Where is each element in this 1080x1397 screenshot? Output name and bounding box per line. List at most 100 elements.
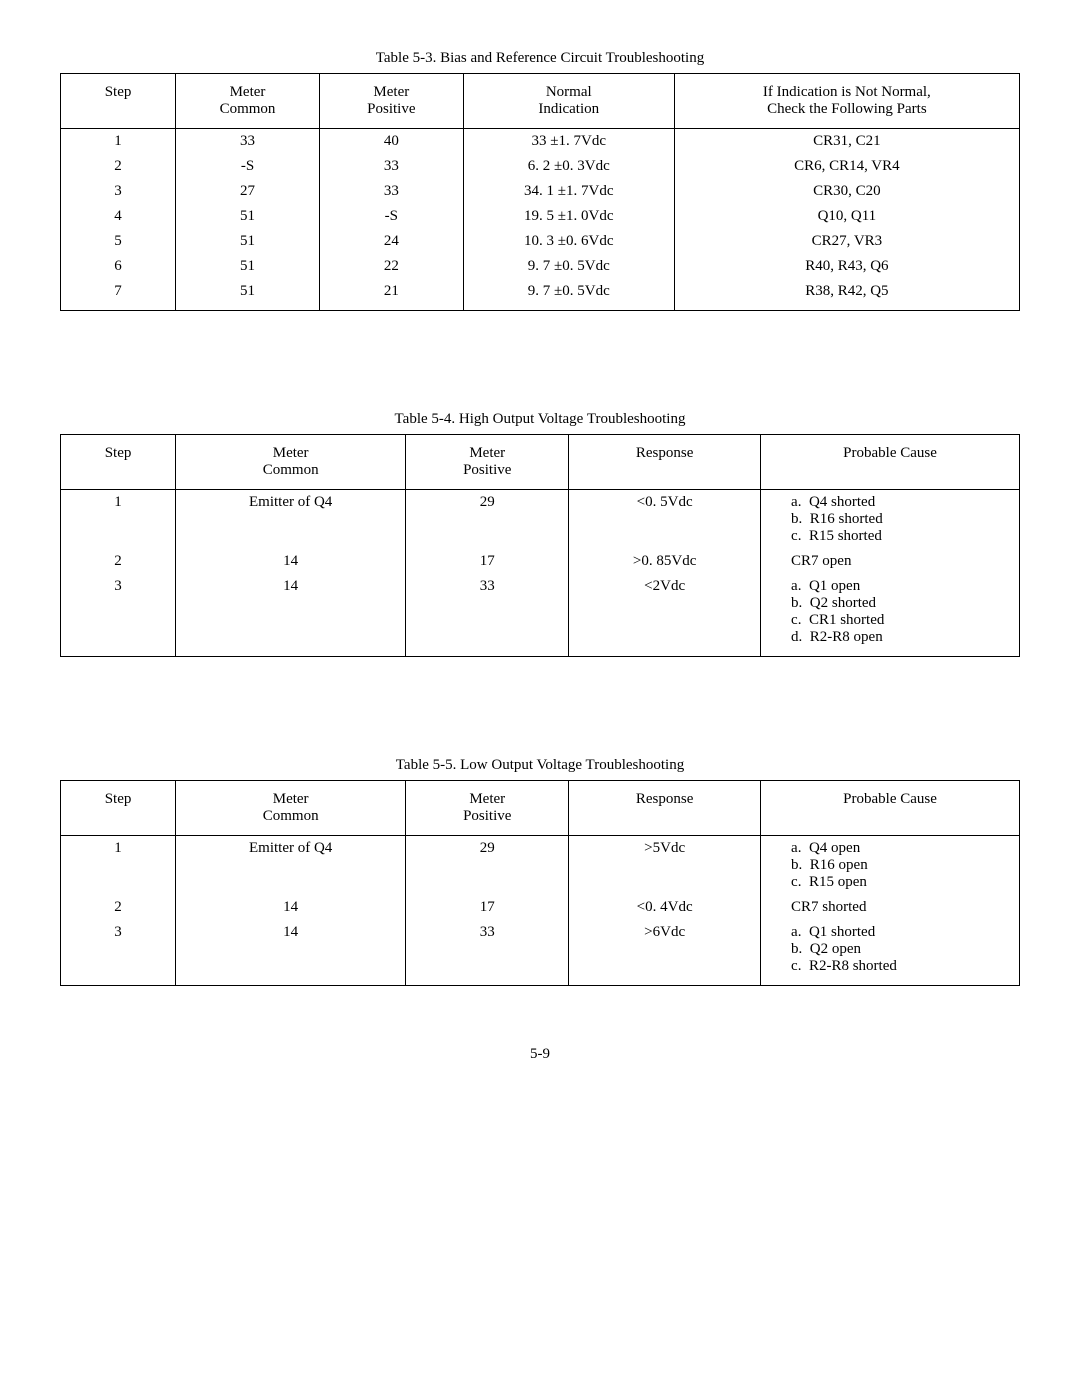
table-cell: 3 [61,179,176,204]
table-cell: 33 [406,574,569,657]
col-step: Step [61,781,176,836]
cause-line: b. R16 open [791,857,1009,874]
table-row: 21417>0. 85VdcCR7 open [61,549,1020,574]
table-cell: 19. 5 ±1. 0Vdc [463,204,674,229]
table-cell: >0. 85Vdc [569,549,761,574]
table-cell: 7 [61,279,176,311]
cause-line: b. Q2 shorted [791,595,1009,612]
table-cell: 4 [61,204,176,229]
table-cell: 51 [176,254,320,279]
col-meter-common: MeterCommon [176,74,320,129]
cause-line: CR7 shorted [791,899,1009,916]
cause-line: c. CR1 shorted [791,612,1009,629]
table-cell: 5 [61,229,176,254]
col-meter-positive: MeterPositive [406,781,569,836]
table-cell: CR6, CR14, VR4 [674,154,1019,179]
table-cell: 1 [61,836,176,896]
table-cell: 33 [319,179,463,204]
page-number: 5-9 [60,1046,1020,1063]
table-cell: 14 [176,895,406,920]
probable-cause-cell: a. Q4 shortedb. R16 shortedc. R15 shorte… [761,490,1020,550]
probable-cause-cell: CR7 shorted [761,895,1020,920]
table-5-3: Step MeterCommon MeterPositive NormalInd… [60,73,1020,311]
table-cell: 14 [176,574,406,657]
cause-line: c. R15 shorted [791,528,1009,545]
col-meter-common: MeterCommon [176,435,406,490]
col-step: Step [61,74,176,129]
table-cell: 10. 3 ±0. 6Vdc [463,229,674,254]
cause-line: c. R15 open [791,874,1009,891]
probable-cause-cell: a. Q1 shortedb. Q2 openc. R2-R8 shorted [761,920,1020,986]
table-cell: 1 [61,490,176,550]
cause-line: c. R2-R8 shorted [791,958,1009,975]
table-cell: Emitter of Q4 [176,836,406,896]
table-cell: CR27, VR3 [674,229,1019,254]
table-5-5-caption: Table 5-5. Low Output Voltage Troublesho… [60,757,1020,774]
table-row: 751219. 7 ±0. 5VdcR38, R42, Q5 [61,279,1020,311]
table-cell: 9. 7 ±0. 5Vdc [463,254,674,279]
table-cell: 33 ±1. 7Vdc [463,129,674,155]
table-cell: 40 [319,129,463,155]
col-check-parts: If Indication is Not Normal,Check the Fo… [674,74,1019,129]
table-row: 3273334. 1 ±1. 7VdcCR30, C20 [61,179,1020,204]
cause-line: d. R2-R8 open [791,629,1009,646]
table-row: 651229. 7 ±0. 5VdcR40, R43, Q6 [61,254,1020,279]
col-normal-indication: NormalIndication [463,74,674,129]
cause-line: a. Q4 open [791,840,1009,857]
probable-cause-cell: CR7 open [761,549,1020,574]
table-row: 1Emitter of Q429<0. 5Vdca. Q4 shortedb. … [61,490,1020,550]
table-cell: 14 [176,920,406,986]
table-cell: 3 [61,920,176,986]
table-row: 451-S19. 5 ±1. 0VdcQ10, Q11 [61,204,1020,229]
table-cell: Q10, Q11 [674,204,1019,229]
table-5-4: Step MeterCommon MeterPositive Response … [60,434,1020,657]
table-cell: 27 [176,179,320,204]
col-meter-positive: MeterPositive [319,74,463,129]
table-5-4-header-row: Step MeterCommon MeterPositive Response … [61,435,1020,490]
table-cell: 24 [319,229,463,254]
table-cell: -S [319,204,463,229]
table-row: 21417<0. 4Vdc CR7 shorted [61,895,1020,920]
table-cell: 2 [61,549,176,574]
table-cell: 17 [406,895,569,920]
col-probable-cause: Probable Cause [761,781,1020,836]
cause-line: a. Q4 shorted [791,494,1009,511]
table-cell: 2 [61,895,176,920]
cause-line: a. Q1 open [791,578,1009,595]
table-5-3-caption: Table 5-3. Bias and Reference Circuit Tr… [60,50,1020,67]
cause-line: b. R16 shorted [791,511,1009,528]
table-cell: 29 [406,490,569,550]
table-row: 31433>6Vdca. Q1 shortedb. Q2 openc. R2-R… [61,920,1020,986]
table-cell: 22 [319,254,463,279]
table-cell: 33 [406,920,569,986]
table-cell: Emitter of Q4 [176,490,406,550]
table-cell: 51 [176,204,320,229]
table-cell: >5Vdc [569,836,761,896]
table-5-3-header-row: Step MeterCommon MeterPositive NormalInd… [61,74,1020,129]
table-cell: 6. 2 ±0. 3Vdc [463,154,674,179]
col-response: Response [569,435,761,490]
table-cell: 3 [61,574,176,657]
table-cell: <0. 4Vdc [569,895,761,920]
table-row: 1Emitter of Q429>5Vdca. Q4 openb. R16 op… [61,836,1020,896]
table-5-5: Step MeterCommon MeterPositive Response … [60,780,1020,986]
col-meter-common: MeterCommon [176,781,406,836]
table-cell: CR31, C21 [674,129,1019,155]
table-cell: 51 [176,229,320,254]
cause-line: b. Q2 open [791,941,1009,958]
cause-line: a. Q1 shorted [791,924,1009,941]
table-cell: 6 [61,254,176,279]
table-cell: R40, R43, Q6 [674,254,1019,279]
table-row: 2-S336. 2 ±0. 3VdcCR6, CR14, VR4 [61,154,1020,179]
table-cell: 51 [176,279,320,311]
cause-line: CR7 open [791,553,1009,570]
table-cell: 34. 1 ±1. 7Vdc [463,179,674,204]
table-row: 5512410. 3 ±0. 6VdcCR27, VR3 [61,229,1020,254]
table-cell: 33 [176,129,320,155]
table-cell: 2 [61,154,176,179]
table-cell: 14 [176,549,406,574]
table-row: 1334033 ±1. 7VdcCR31, C21 [61,129,1020,155]
table-5-5-header-row: Step MeterCommon MeterPositive Response … [61,781,1020,836]
col-step: Step [61,435,176,490]
table-cell: CR30, C20 [674,179,1019,204]
